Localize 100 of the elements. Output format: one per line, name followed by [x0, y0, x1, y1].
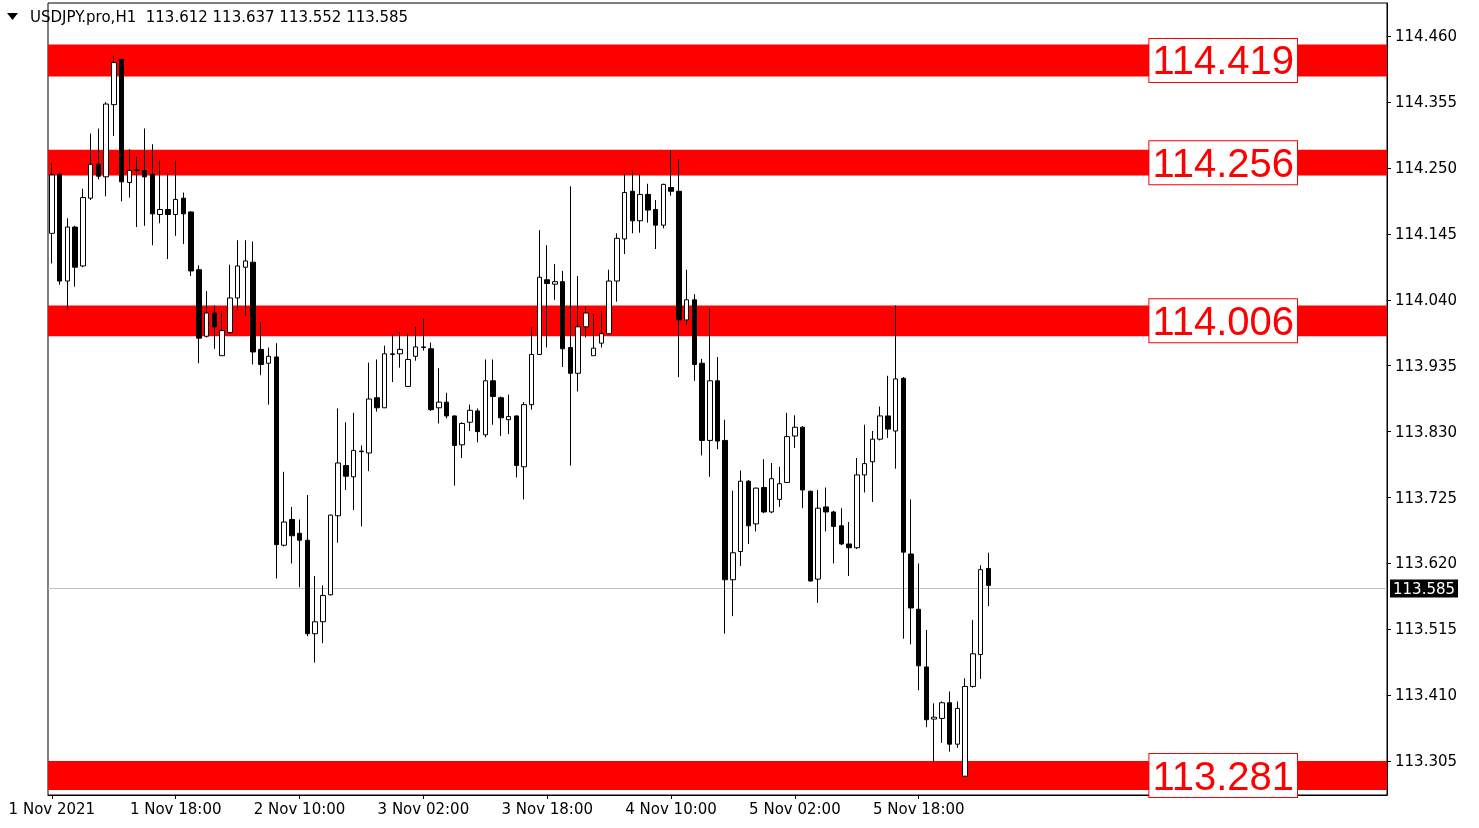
candlestick: [653, 199, 658, 250]
candlestick: [854, 457, 860, 550]
candlestick: [320, 584, 326, 644]
candlestick: [893, 304, 898, 470]
candlestick: [243, 239, 248, 317]
candlestick: [382, 345, 387, 409]
candlestick: [699, 358, 705, 456]
candlestick: [181, 192, 186, 245]
candlestick: [715, 356, 720, 450]
candlestick: [962, 677, 968, 777]
x-tick-label: 2 Nov 10:00: [253, 799, 346, 818]
candlestick: [846, 521, 852, 577]
candlestick: [405, 333, 411, 387]
candlestick: [560, 270, 565, 368]
candlestick: [173, 160, 178, 237]
candlestick: [769, 462, 774, 514]
candlestick: [506, 394, 511, 435]
y-tick-label: 114.460: [1395, 27, 1458, 46]
candlestick: [150, 143, 155, 246]
candlestick: [761, 458, 767, 514]
candlestick: [692, 293, 697, 382]
candlestick: [722, 419, 728, 635]
candlestick: [738, 470, 743, 567]
candlestick: [815, 489, 821, 604]
candlestick: [746, 479, 751, 545]
candlestick: [483, 358, 488, 438]
candlestick: [165, 172, 171, 260]
candlestick: [142, 128, 147, 227]
candlestick: [931, 702, 937, 763]
candlestick: [88, 133, 93, 201]
candlestick: [96, 128, 101, 180]
y-tick-label: 114.355: [1395, 93, 1458, 112]
candlestick: [266, 347, 271, 406]
candlestick: [544, 244, 550, 349]
candlestick: [514, 414, 519, 478]
candlestick: [614, 232, 620, 303]
candlestick: [521, 401, 527, 500]
x-tick-label: 3 Nov 02:00: [377, 799, 470, 818]
candlestick: [351, 412, 356, 511]
candlestick: [235, 239, 240, 312]
candlestick: [127, 148, 132, 199]
candlestick: [57, 172, 62, 286]
candlestick: [831, 510, 836, 564]
candlestick: [870, 430, 875, 503]
candlestick: [955, 700, 960, 749]
candlestick: [281, 471, 287, 547]
candlestick: [452, 414, 457, 487]
candlestick: [637, 173, 643, 234]
candlestick: [622, 173, 627, 255]
candlestick: [459, 421, 465, 459]
candlestick: [839, 507, 844, 546]
y-tick-label: 113.410: [1395, 686, 1458, 705]
candlestick: [924, 629, 929, 728]
candlestick: [444, 392, 449, 419]
candlestick: [188, 210, 194, 277]
y-tick-label: 114.250: [1395, 159, 1458, 178]
candlestick: [397, 331, 403, 369]
candlestick: [119, 58, 124, 202]
candlestick: [885, 375, 891, 439]
candlestick: [784, 412, 790, 483]
candlestick: [227, 264, 233, 335]
candlestick: [645, 183, 651, 224]
candlestick: [219, 310, 225, 357]
band-label: 114.006: [1152, 298, 1294, 343]
candlestick: [730, 490, 736, 617]
candlestick: [537, 229, 542, 355]
candlestick: [428, 342, 434, 412]
candlestick: [72, 225, 78, 288]
candlestick: [436, 367, 442, 424]
candlestick: [808, 490, 813, 583]
candlestick: [421, 317, 426, 352]
x-tick-label: 1 Nov 2021: [8, 799, 96, 818]
candlestick: [297, 518, 302, 588]
candlestick: [916, 562, 921, 691]
y-tick-label: 114.145: [1395, 224, 1458, 243]
candlestick: [877, 406, 883, 441]
chart-title: USDJPY.pro,H1 113.612 113.637 113.552 113.585: [30, 7, 409, 26]
candlestick: [343, 421, 349, 491]
candlestick: [65, 217, 70, 312]
x-tick-label: 5 Nov 02:00: [749, 799, 841, 818]
y-tick-label: 113.515: [1395, 620, 1458, 639]
candlestick: [498, 395, 504, 437]
candlestick: [111, 55, 117, 137]
y-tick-label: 113.620: [1395, 554, 1458, 573]
candlestick: [196, 264, 202, 364]
candlestick: [212, 304, 217, 350]
candlestick: [777, 466, 782, 508]
band-label: 113.281: [1152, 753, 1294, 798]
candlestick: [552, 263, 558, 301]
candlestick: [258, 321, 264, 376]
candlestick: [908, 498, 914, 645]
x-tick-label: 1 Nov 18:00: [129, 799, 222, 818]
candlestick: [250, 240, 256, 365]
candlestick: [792, 414, 798, 449]
y-tick-label: 113.725: [1395, 488, 1458, 507]
candlestick: [986, 552, 991, 607]
candlestick: [390, 333, 395, 383]
candlestick: [583, 306, 589, 338]
candlestick: [862, 424, 867, 494]
candlestick: [413, 326, 418, 362]
